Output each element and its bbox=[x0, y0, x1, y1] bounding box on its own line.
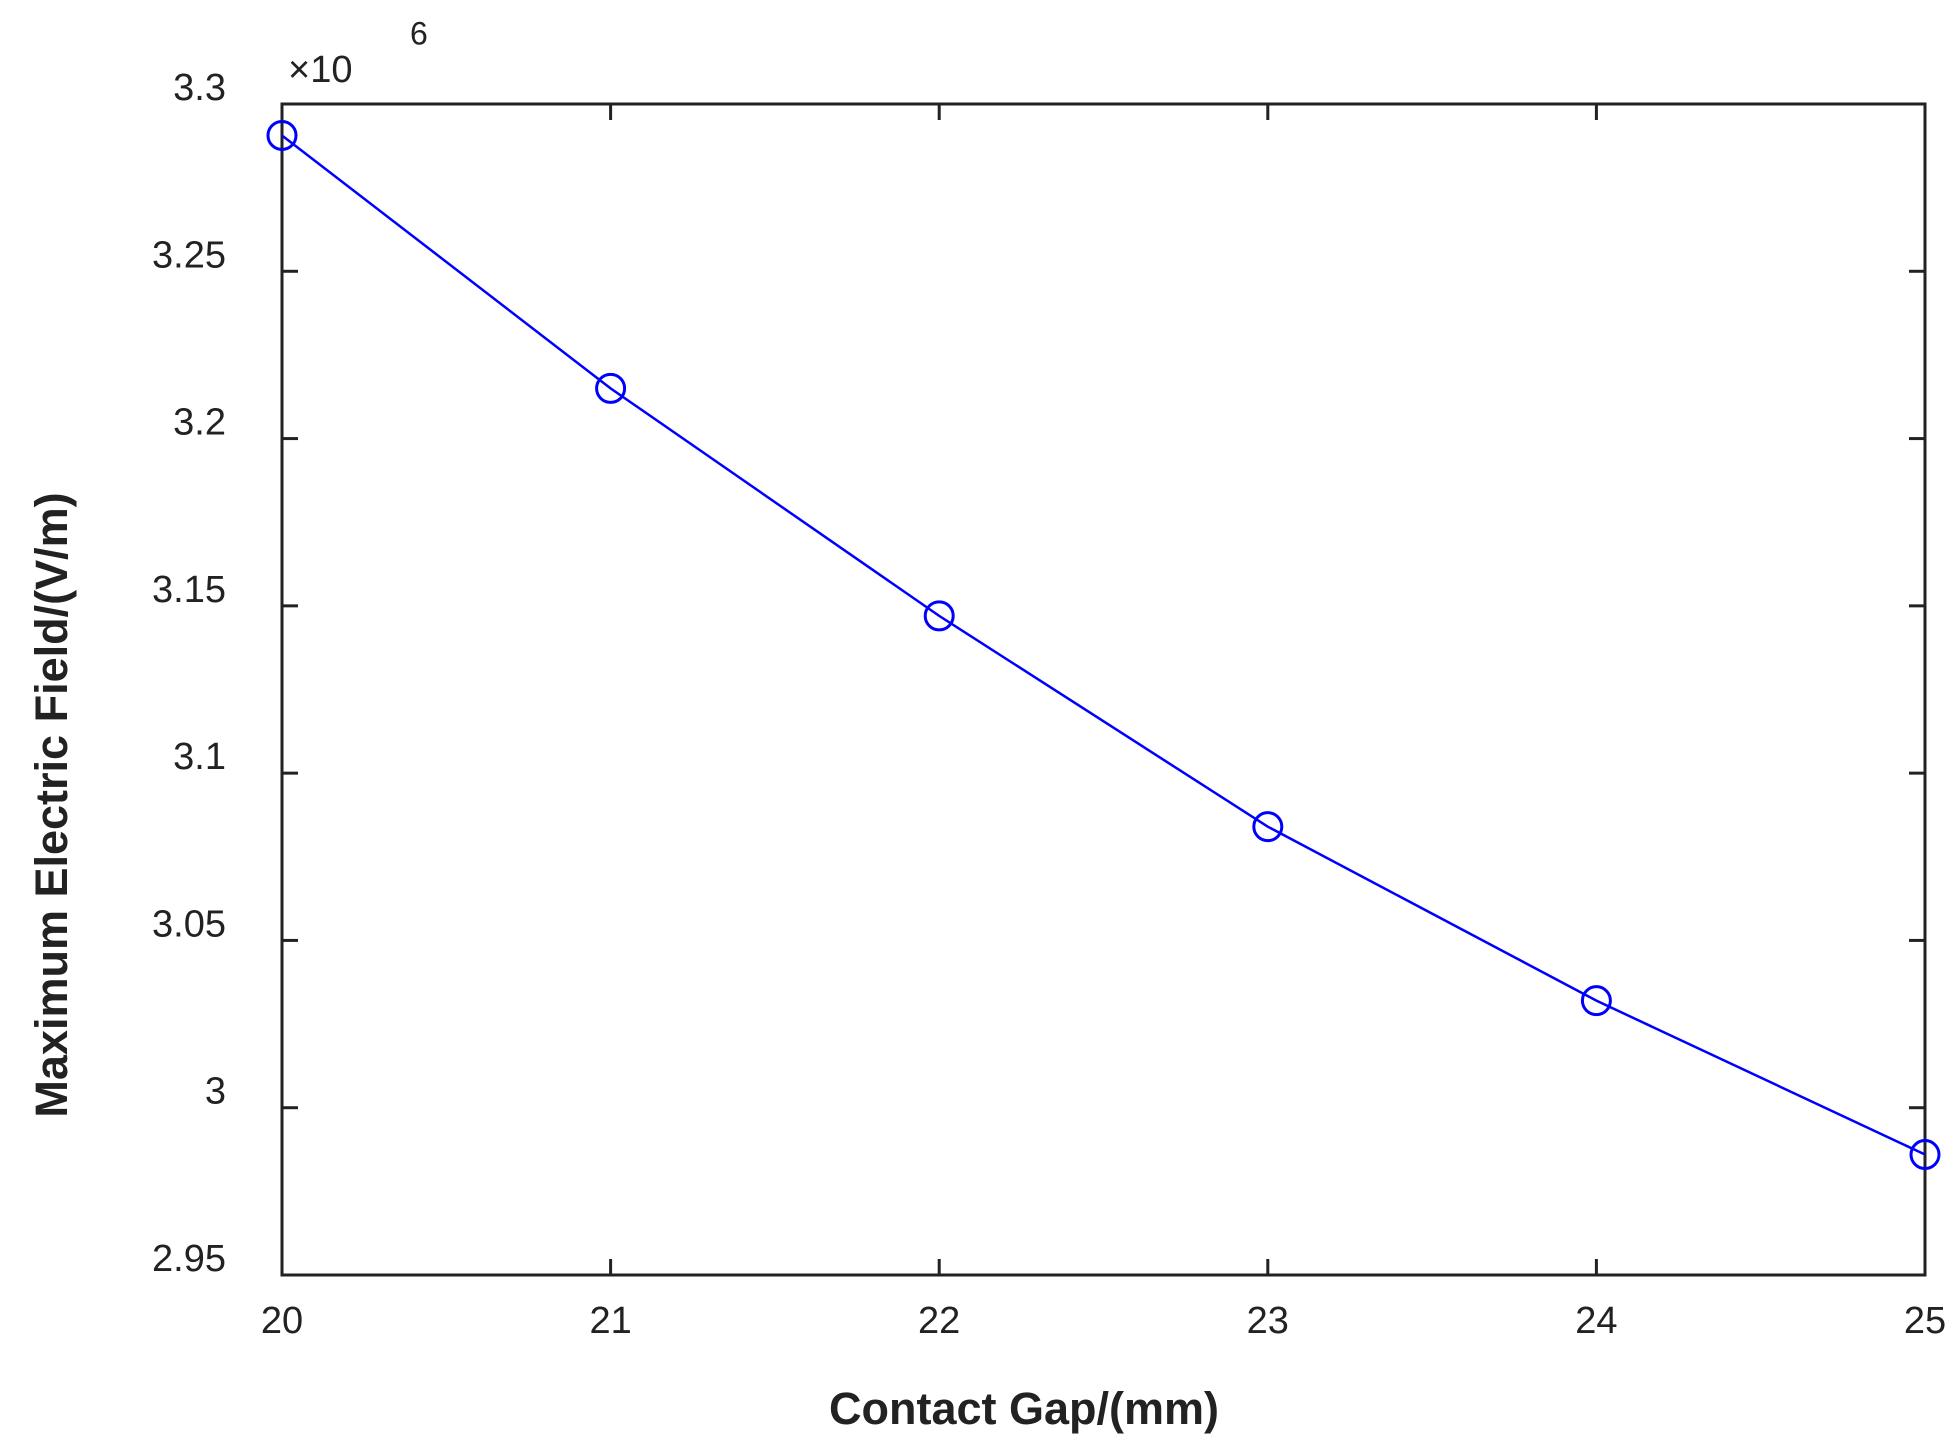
x-axis-label: Contact Gap/(mm) bbox=[829, 1383, 1219, 1434]
y-tick-label: 3.1 bbox=[173, 736, 226, 778]
x-tick-label: 20 bbox=[261, 1300, 303, 1342]
marker bbox=[1252, 811, 1284, 843]
x-tick-label: 24 bbox=[1575, 1300, 1617, 1342]
x-tick-label: 22 bbox=[918, 1300, 960, 1342]
marker bbox=[266, 119, 298, 151]
y-tick-label: 3.3 bbox=[173, 67, 226, 109]
marker bbox=[1580, 985, 1612, 1017]
x-tick-label: 25 bbox=[1904, 1300, 1946, 1342]
marker bbox=[923, 600, 955, 632]
x-tick-label: 23 bbox=[1247, 1300, 1289, 1342]
y-tick-label: 3.05 bbox=[152, 903, 226, 945]
x-tick-label: 21 bbox=[589, 1300, 631, 1342]
y-tick-label: 3.2 bbox=[173, 402, 226, 444]
y-exponent: 6 bbox=[410, 15, 428, 51]
y-tick-label: 3.15 bbox=[152, 569, 226, 611]
y-tick-label: 3 bbox=[205, 1071, 226, 1113]
series-line bbox=[281, 134, 1926, 1156]
y-tick-label: 3.25 bbox=[152, 234, 226, 276]
marker bbox=[595, 372, 627, 404]
y-multiplier: ×10 bbox=[288, 49, 352, 91]
y-tick-label: 2.95 bbox=[152, 1238, 226, 1280]
y-axis-label: Maximum Electric Field/(V/m) bbox=[26, 492, 77, 1117]
plot-frame bbox=[280, 102, 1927, 1277]
marker bbox=[1909, 1139, 1941, 1171]
